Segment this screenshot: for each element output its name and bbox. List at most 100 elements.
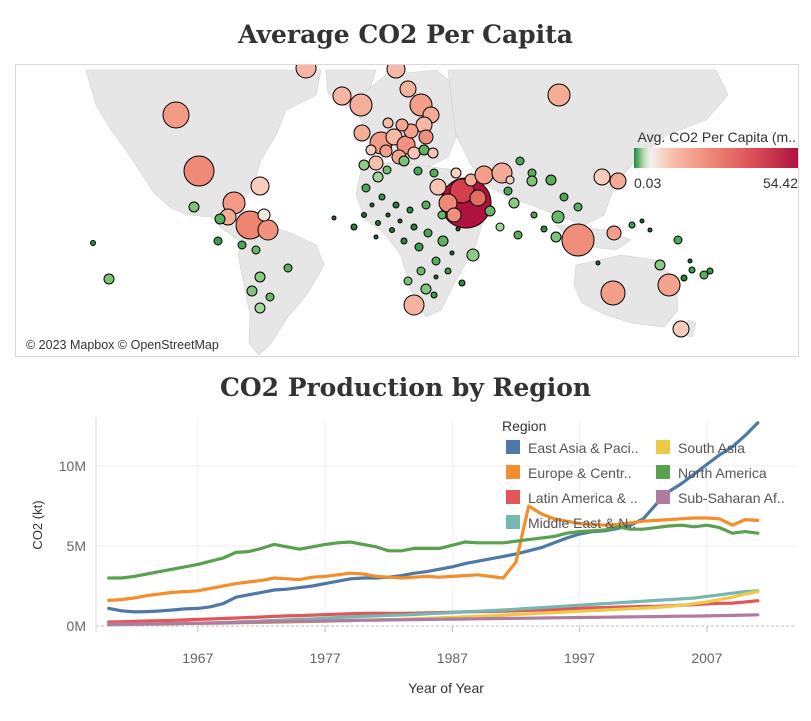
country-bubble (332, 86, 352, 106)
country-bubble (474, 165, 494, 185)
country-bubble (450, 167, 462, 179)
y-tick-label: 10M (59, 458, 86, 474)
country-bubble (413, 166, 423, 176)
country-bubble (423, 228, 433, 238)
country-bubble (550, 231, 562, 243)
country-bubble (458, 279, 466, 287)
country-bubble (399, 80, 417, 98)
country-bubble (449, 250, 455, 256)
country-bubble (373, 234, 379, 240)
country-bubble (654, 259, 666, 271)
country-bubble (639, 218, 645, 224)
country-bubble (437, 235, 449, 247)
land-australia (573, 254, 679, 328)
legend-swatch[interactable] (506, 490, 520, 504)
legend-label[interactable]: Middle East & N.. (528, 515, 636, 531)
country-bubble (375, 220, 381, 226)
legend-swatch[interactable] (656, 440, 670, 454)
legend-swatch[interactable] (656, 465, 670, 479)
series-line[interactable] (107, 523, 760, 580)
land-south-america (237, 224, 325, 356)
country-bubble (183, 155, 215, 187)
country-bubble (526, 175, 538, 187)
country-bubble (672, 320, 690, 338)
legend-swatch[interactable] (506, 440, 520, 454)
country-bubble (254, 302, 266, 314)
country-bubble (214, 213, 226, 225)
series-line[interactable] (107, 613, 760, 626)
gridlines (96, 418, 796, 627)
legend-label[interactable]: South Asia (678, 440, 745, 456)
country-bubble (628, 221, 636, 229)
country-bubble (515, 156, 525, 166)
y-axis-label: CO2 (kt) (30, 500, 45, 549)
color-legend-title: Avg. CO2 Per Capita (m.. (637, 129, 796, 145)
country-bubble (406, 206, 414, 214)
country-bubble (379, 144, 393, 158)
series-line[interactable] (107, 421, 760, 614)
country-bubble (540, 225, 548, 233)
map-title: Average CO2 Per Capita (238, 20, 573, 49)
country-bubble (416, 266, 426, 276)
legend-label[interactable]: North America (678, 465, 767, 481)
x-tick-label: 1967 (182, 650, 213, 666)
line-chart[interactable]: 0M 5M 10M 1967 1977 1987 1997 2007 Region East A… (0, 400, 811, 721)
country-bubble (353, 124, 371, 142)
country-bubble (398, 155, 410, 167)
country-bubble (257, 208, 271, 222)
x-axis-label: Year of Year (408, 680, 484, 696)
country-bubble (508, 197, 520, 209)
country-bubble (414, 242, 424, 252)
legend-label[interactable]: Sub-Saharan Af.. (678, 490, 785, 506)
country-bubble (385, 212, 391, 218)
country-bubble (361, 212, 367, 218)
country-bubble (466, 248, 480, 262)
country-bubble (706, 267, 714, 275)
country-bubble (647, 227, 653, 233)
series-lines[interactable] (107, 421, 760, 627)
country-bubble (361, 183, 371, 193)
region-legend[interactable]: Region East Asia & Paci.. South Asia Europe… (502, 418, 785, 531)
country-bubble (251, 245, 261, 255)
map-attribution: © 2023 Mapbox © OpenStreetMap (23, 338, 222, 352)
country-bubble (403, 294, 425, 316)
country-bubble (331, 215, 337, 221)
country-bubble (378, 193, 386, 201)
country-bubble (606, 225, 622, 241)
country-bubble (420, 283, 432, 295)
legend-label[interactable]: Latin America & .. (528, 490, 638, 506)
country-bubble (162, 101, 190, 129)
country-bubble (444, 267, 452, 275)
country-bubble (505, 175, 515, 185)
country-bubble (469, 189, 487, 207)
country-bubble (600, 280, 626, 306)
country-bubble (595, 260, 601, 266)
country-bubble (188, 201, 200, 213)
country-bubble (551, 210, 565, 224)
country-bubble (657, 273, 681, 297)
country-bubble (295, 65, 317, 79)
country-bubble (350, 223, 358, 231)
color-legend-gradient (634, 148, 798, 168)
legend-title: Region (502, 418, 546, 434)
world-map[interactable] (16, 65, 798, 356)
legend-swatch[interactable] (506, 465, 520, 479)
series-line[interactable] (107, 504, 760, 602)
country-bubble (395, 118, 409, 132)
country-bubble (513, 230, 523, 240)
map-bubbles[interactable] (90, 65, 714, 338)
country-bubble (418, 144, 430, 156)
legend-label[interactable]: Europe & Centr.. (528, 465, 632, 481)
land-north-america (85, 69, 322, 224)
legend-swatch[interactable] (506, 515, 520, 529)
x-tick-label: 1997 (564, 650, 595, 666)
country-bubble (410, 223, 418, 231)
country-bubble (368, 155, 384, 171)
country-bubble (429, 178, 447, 196)
legend-label[interactable]: East Asia & Paci.. (528, 440, 639, 456)
country-bubble (530, 211, 538, 219)
x-tick-label: 2007 (691, 650, 722, 666)
map-panel[interactable]: © 2023 Mapbox © OpenStreetMap Avg. CO2 P… (15, 64, 799, 357)
country-bubble (503, 186, 513, 196)
legend-swatch[interactable] (656, 490, 670, 504)
